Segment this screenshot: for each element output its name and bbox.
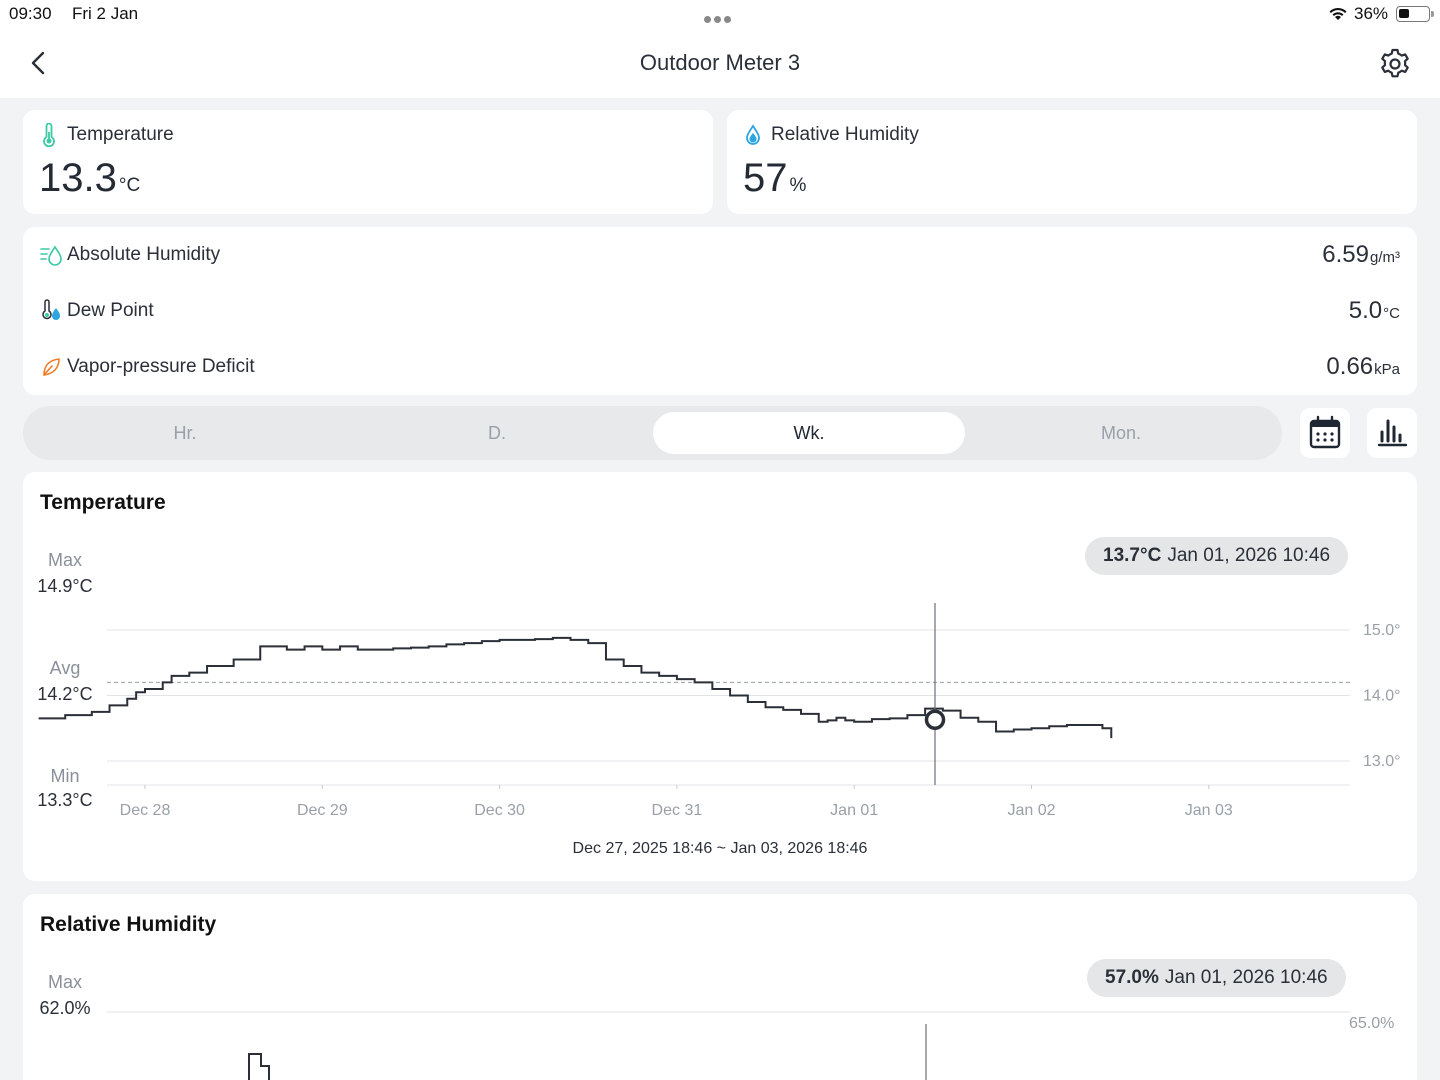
detail-label: Dew Point bbox=[67, 300, 154, 321]
temperature-chart[interactable]: 15.0° 14.0° 13.0° Dec 28 Dec 29 Dec 30 Dec 31 J… bbox=[23, 472, 1417, 832]
humidity-chart[interactable]: 65.0% bbox=[23, 894, 1417, 1080]
chevron-left-icon[interactable] bbox=[24, 48, 54, 78]
details-card: Absolute Humidity 6.59g/m³ Dew Point 5.0… bbox=[23, 227, 1417, 395]
x-tick-label: Dec 30 bbox=[474, 802, 525, 819]
detail-label: Absolute Humidity bbox=[67, 244, 221, 265]
y-tick-label: 65.0% bbox=[1349, 1015, 1394, 1032]
wifi-icon bbox=[1329, 7, 1347, 20]
max-label: Max bbox=[47, 550, 82, 570]
leaf-icon bbox=[43, 358, 60, 376]
calendar-button[interactable] bbox=[1300, 408, 1350, 458]
absolute-humidity-number: 6.59 bbox=[1322, 241, 1369, 268]
avg-value: 14.2°C bbox=[37, 684, 93, 704]
tab-day[interactable]: D. bbox=[488, 423, 506, 443]
min-value: 13.3°C bbox=[37, 790, 93, 810]
dew-point-number: 5.0 bbox=[1348, 297, 1383, 324]
cursor-marker bbox=[924, 709, 946, 730]
detail-row-dew-point: Dew Point 5.0°C bbox=[23, 291, 1417, 331]
date-range: Dec 27, 2025 18:46 ~ Jan 03, 2026 18:46 bbox=[572, 840, 868, 857]
absolute-humidity-icon bbox=[40, 245, 62, 266]
detail-row-absolute-humidity: Absolute Humidity 6.59g/m³ bbox=[23, 235, 1417, 275]
battery-percentage: 36% bbox=[1354, 4, 1389, 23]
max-label: Max bbox=[47, 972, 82, 992]
vpd-number: 0.66 bbox=[1326, 353, 1374, 380]
status-time: 09:30 bbox=[9, 4, 52, 23]
detail-value: 5.0°C bbox=[1349, 297, 1400, 325]
period-selector: Hr. D. Wk. Mon. bbox=[23, 406, 1282, 460]
absolute-humidity-unit: g/m³ bbox=[1370, 249, 1400, 266]
y-tick-label: 15.0° bbox=[1363, 622, 1401, 639]
status-date: Fri 2 Jan bbox=[72, 4, 139, 23]
dew-point-icon bbox=[42, 299, 60, 320]
detail-value: 0.66kPa bbox=[1326, 353, 1400, 381]
chart-title: Temperature bbox=[40, 491, 166, 514]
humidity-series-line bbox=[248, 1053, 270, 1080]
tooltip-time: Jan 01, 2026 10:46 bbox=[1167, 545, 1331, 566]
humidity-chart-card: Relative Humidity Max 62.0% 57.0% Jan 01,… bbox=[23, 894, 1417, 1080]
x-tick-label: Jan 01 bbox=[830, 802, 878, 819]
avg-label: Avg bbox=[49, 658, 81, 678]
humidity-number: 57 bbox=[743, 156, 788, 200]
humidity-value: 57% bbox=[743, 156, 806, 201]
chart-title: Relative Humidity bbox=[40, 913, 217, 936]
page-title: Outdoor Meter 3 bbox=[639, 50, 801, 75]
x-tick-label: Dec 28 bbox=[120, 802, 171, 819]
chart-tooltip: 13.7°C Jan 01, 2026 10:46 bbox=[1085, 537, 1349, 575]
x-tick-label: Jan 02 bbox=[1007, 802, 1055, 819]
temperature-chart-card: Temperature Max 14.9°C Avg 14.2°C Min 13… bbox=[23, 472, 1417, 881]
detail-row-vpd: Vapor-pressure Deficit 0.66kPa bbox=[23, 347, 1417, 387]
tooltip-value: 57.0% bbox=[1105, 967, 1159, 988]
temperature-number: 13.3 bbox=[39, 156, 117, 200]
detail-value: 6.59g/m³ bbox=[1322, 241, 1400, 269]
tab-month[interactable]: Mon. bbox=[1100, 423, 1142, 443]
y-tick-label: 14.0° bbox=[1363, 688, 1401, 705]
vpd-unit: kPa bbox=[1374, 361, 1400, 378]
humidity-unit: % bbox=[789, 175, 807, 196]
thermometer-icon bbox=[43, 123, 55, 147]
min-label: Min bbox=[50, 766, 80, 786]
y-tick-label: 13.0° bbox=[1363, 753, 1401, 770]
detail-label: Vapor-pressure Deficit bbox=[67, 356, 255, 377]
calendar-icon bbox=[1309, 415, 1341, 449]
tooltip-value: 13.7°C bbox=[1103, 545, 1162, 566]
max-value: 14.9°C bbox=[37, 576, 93, 596]
temperature-label: Temperature bbox=[67, 124, 174, 145]
temperature-card[interactable]: Temperature 13.3 °C bbox=[23, 110, 713, 214]
max-value: 62.0% bbox=[39, 998, 91, 1018]
x-tick-label: Jan 03 bbox=[1185, 802, 1233, 819]
humidity-card[interactable]: Relative Humidity 57% bbox=[727, 110, 1417, 214]
gear-icon[interactable] bbox=[1378, 47, 1412, 81]
multitasking-dots-icon[interactable] bbox=[704, 10, 736, 23]
droplet-icon bbox=[746, 124, 760, 145]
tooltip-time: Jan 01, 2026 10:46 bbox=[1164, 967, 1328, 988]
tab-week[interactable]: Wk. bbox=[653, 412, 965, 454]
bar-chart-icon bbox=[1377, 419, 1408, 447]
status-bar: 09:30 Fri 2 Jan 36% bbox=[0, 0, 1440, 28]
temperature-series-line bbox=[38, 636, 1113, 739]
humidity-label: Relative Humidity bbox=[771, 124, 919, 145]
navigation-bar: Outdoor Meter 3 bbox=[0, 28, 1440, 98]
temperature-unit: °C bbox=[118, 175, 141, 196]
tab-hour[interactable]: Hr. bbox=[173, 423, 197, 443]
chart-tooltip: 57.0% Jan 01, 2026 10:46 bbox=[1087, 959, 1346, 997]
dew-point-unit: °C bbox=[1383, 305, 1400, 322]
x-tick-label: Dec 29 bbox=[297, 802, 348, 819]
chart-type-button[interactable] bbox=[1367, 408, 1417, 458]
temperature-value: 13.3 °C bbox=[39, 156, 140, 201]
x-tick-label: Dec 31 bbox=[652, 802, 703, 819]
battery-icon bbox=[1396, 6, 1434, 22]
